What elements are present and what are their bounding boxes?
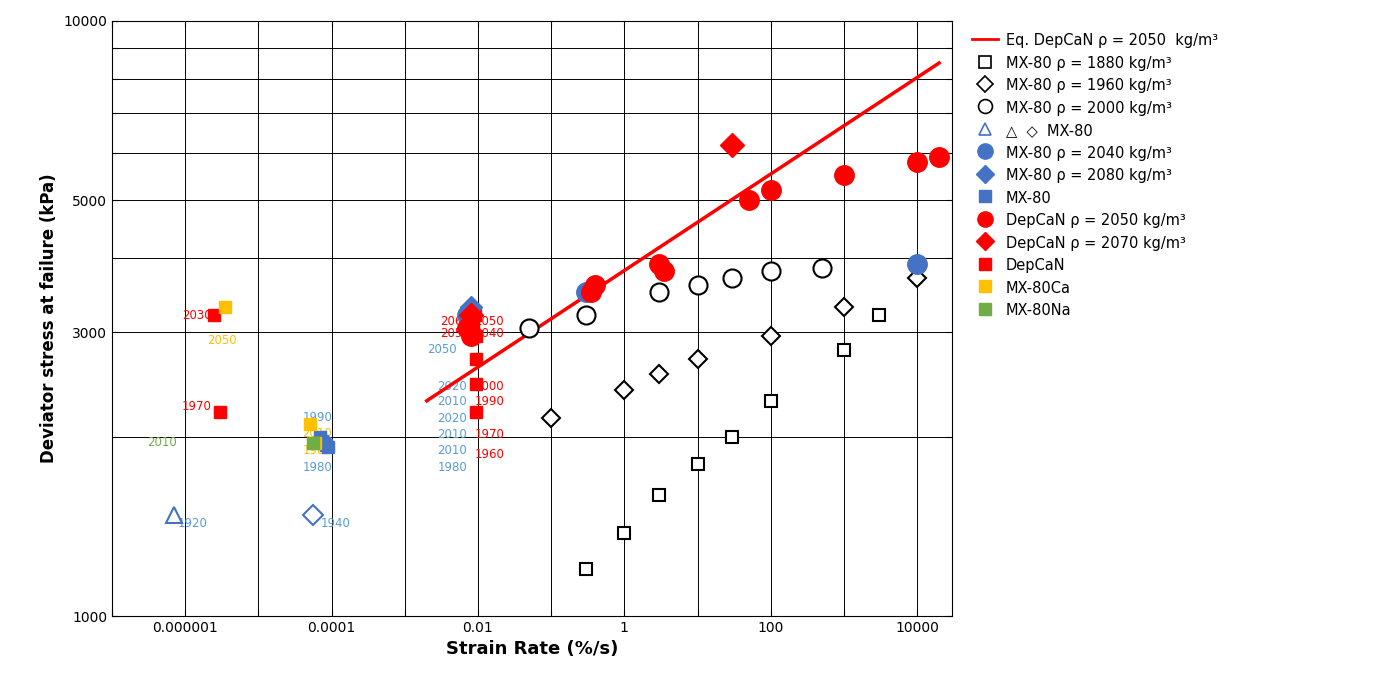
Text: 2020: 2020 — [437, 412, 468, 425]
Text: 1980: 1980 — [437, 461, 468, 473]
Text: 1990: 1990 — [302, 410, 332, 424]
Text: 1940: 1940 — [321, 517, 350, 530]
Text: 2050: 2050 — [427, 344, 456, 356]
Text: 2030: 2030 — [182, 309, 211, 322]
Text: 1990: 1990 — [475, 395, 504, 408]
X-axis label: Strain Rate (%/s): Strain Rate (%/s) — [445, 640, 619, 659]
Text: 1980: 1980 — [302, 444, 332, 456]
Text: 2040: 2040 — [475, 328, 504, 340]
Text: 1970: 1970 — [475, 428, 504, 441]
Text: 2010: 2010 — [437, 444, 468, 456]
Text: 2000: 2000 — [475, 380, 504, 393]
Text: 2050: 2050 — [207, 335, 237, 347]
Text: 2010: 2010 — [147, 435, 176, 449]
Text: 1960: 1960 — [475, 448, 504, 461]
Text: 1980: 1980 — [302, 461, 332, 473]
Text: 1970: 1970 — [182, 400, 211, 413]
Text: 2010: 2010 — [437, 428, 468, 441]
Text: 2020: 2020 — [437, 380, 468, 393]
Text: 2050: 2050 — [440, 328, 469, 340]
Text: 2010: 2010 — [437, 395, 468, 408]
Text: 1920: 1920 — [178, 517, 209, 530]
Text: 2060: 2060 — [440, 316, 469, 328]
Text: 2010: 2010 — [302, 426, 332, 440]
Legend: Eq. DepCaN ρ = 2050  kg/m³, MX-80 ρ = 1880 kg/m³, MX-80 ρ = 1960 kg/m³, MX-80 ρ : Eq. DepCaN ρ = 2050 kg/m³, MX-80 ρ = 188… — [967, 28, 1222, 323]
Y-axis label: Deviator stress at failure (kPa): Deviator stress at failure (kPa) — [39, 174, 57, 463]
Text: 2050: 2050 — [475, 316, 504, 328]
